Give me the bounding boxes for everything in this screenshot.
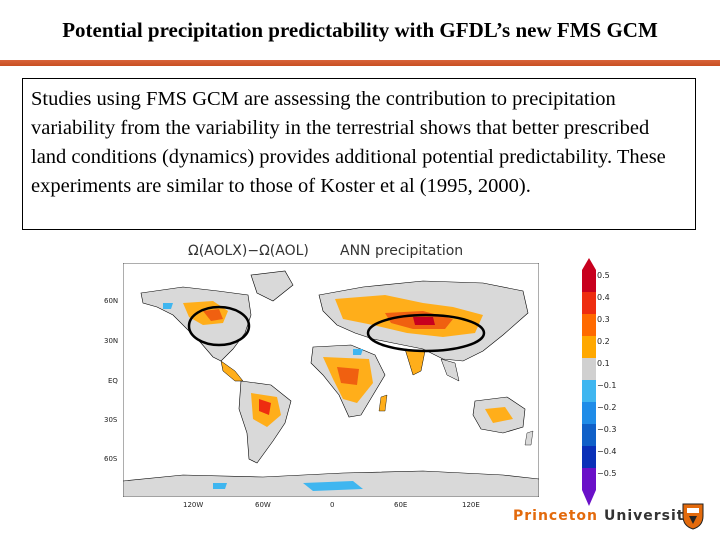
lat-label-30s: 30S [104,416,118,424]
princeton-shield-icon [682,503,704,530]
colorbar-top-arrow [582,258,596,270]
colorbar [582,258,596,506]
colorbar-label-6: −0.2 [597,403,617,412]
colorbar-segment-3 [582,336,596,358]
lat-label-60s: 60S [104,455,118,463]
colorbar-segment-5 [582,380,596,402]
lon-label-0: 0 [330,501,335,509]
figure-subtitle: ANN precipitation [340,243,464,259]
lon-label-60e: 60E [394,501,408,509]
slide-title: Potential precipitation predictability w… [62,18,658,42]
colorbar-segment-2 [582,314,596,336]
colorbar-label-4: 0.1 [597,359,610,368]
colorbar-segment-0 [582,270,596,292]
colorbar-segment-8 [582,446,596,468]
lat-label-eq: EQ [108,377,118,385]
colorbar-segment-6 [582,402,596,424]
colorbar-label-8: −0.4 [597,447,617,456]
colorbar-label-7: −0.3 [597,425,617,434]
princeton-wordmark: Princeton University [513,508,695,524]
princeton-word: Princeton [513,508,599,524]
colorbar-segment-7 [582,424,596,446]
colorbar-label-3: 0.2 [597,337,610,346]
colorbar-segment-1 [582,292,596,314]
figure-title: Ω(AOLX)−Ω(AOL) [188,243,309,259]
colorbar-segment-9 [582,468,596,490]
lon-label-60w: 60W [255,501,271,509]
colorbar-label-1: 0.4 [597,293,610,302]
lon-label-120e: 120E [462,501,480,509]
colorbar-bottom-arrow [582,490,596,506]
lat-label-60n: 60N [104,297,119,305]
colorbar-label-2: 0.3 [597,315,610,324]
colorbar-label-0: 0.5 [597,271,610,280]
colorbar-label-9: −0.5 [597,469,617,478]
lon-label-120w: 120W [183,501,204,509]
colorbar-segment-4 [582,358,596,380]
world-precipitation-map [123,263,539,497]
university-word: University [604,508,695,524]
summary-textbox: Studies using FMS GCM are assessing the … [22,78,696,230]
title-divider [0,60,720,66]
colorbar-label-5: −0.1 [597,381,617,390]
lat-label-30n: 30N [104,337,119,345]
